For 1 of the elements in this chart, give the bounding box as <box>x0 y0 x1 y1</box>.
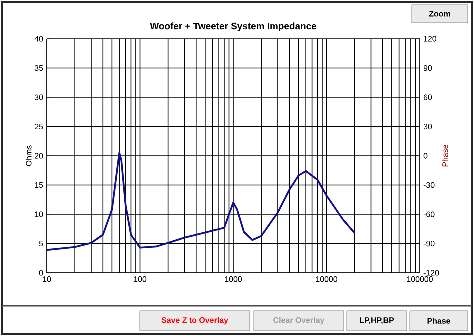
chart-title: Woofer + Tweeter System Impedance <box>150 22 316 32</box>
